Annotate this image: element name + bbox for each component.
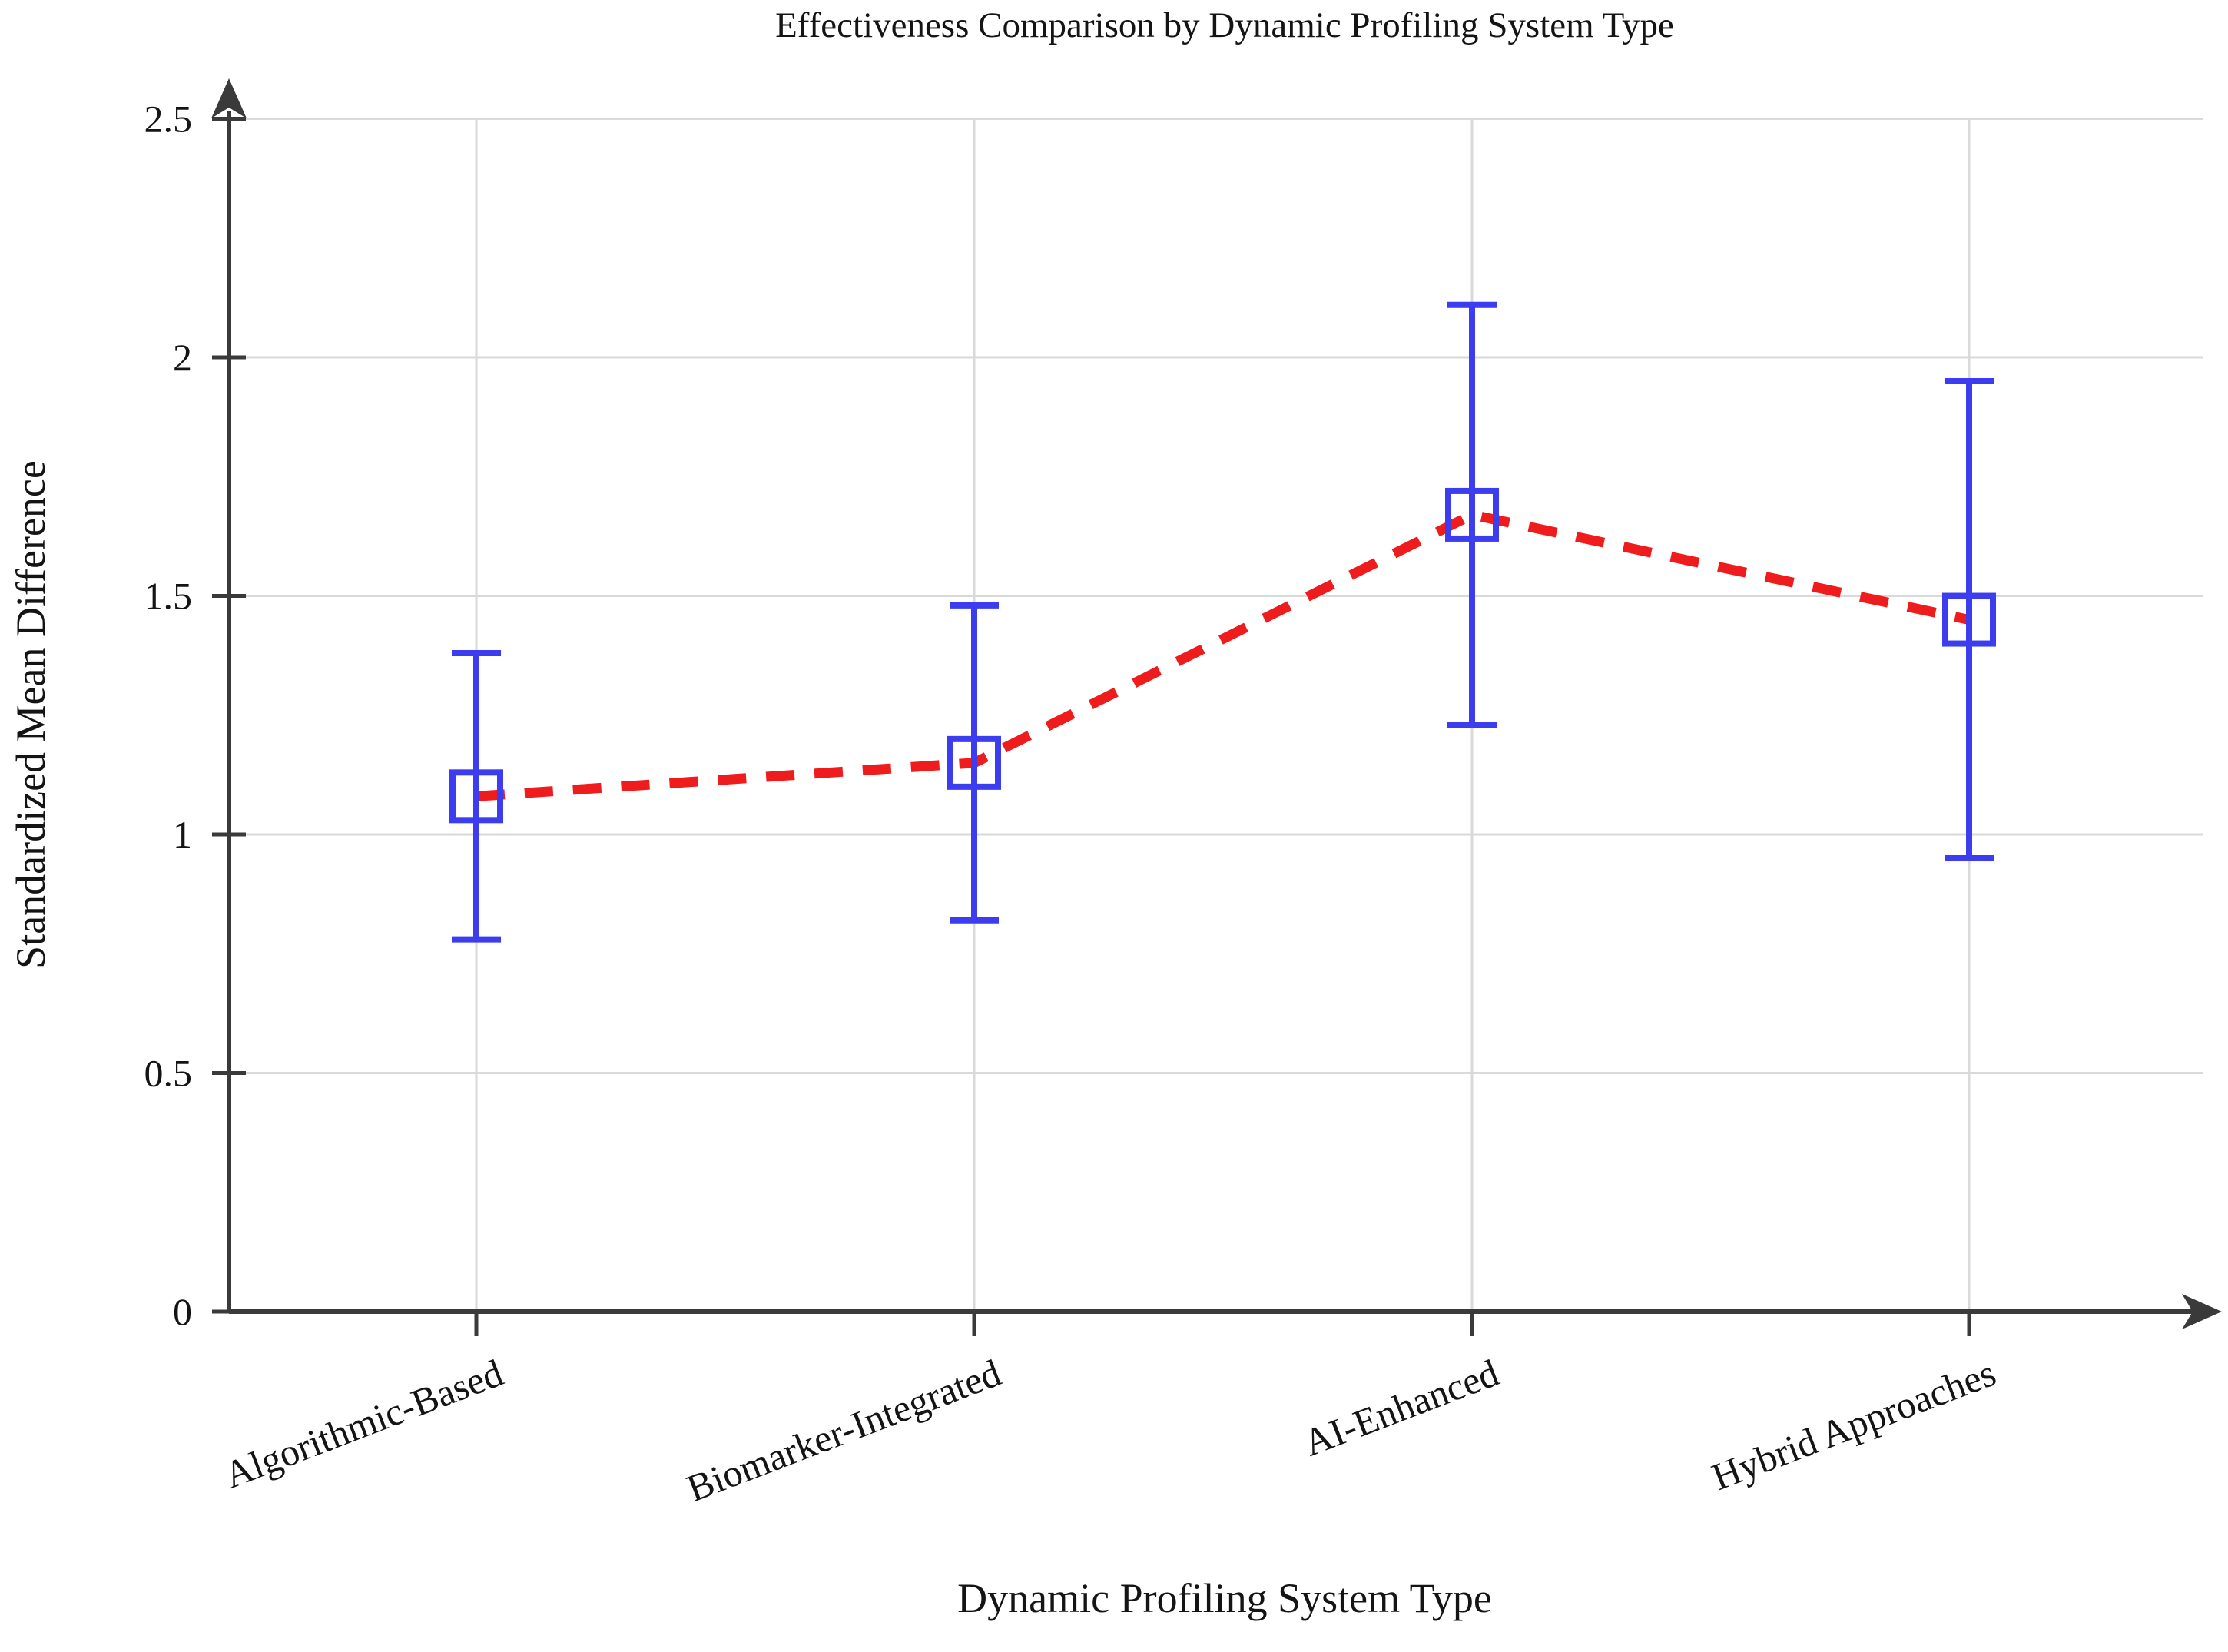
y-axis-label: Standardized Mean Difference (8, 460, 54, 969)
x-tick-label-algorithmic-based: Algorithmic-Based (218, 1351, 509, 1497)
x-tick-label-biomarker-integrated: Biomarker-Integrated (681, 1351, 1006, 1510)
data-point-algorithmic-based (449, 769, 503, 824)
x-axis-label: Dynamic Profiling System Type (957, 1575, 1492, 1621)
x-tick-labels: Algorithmic-Based Biomarker-Integrated AI-… (218, 1351, 2001, 1510)
x-tick-label-hybrid-approaches: Hybrid Approaches (1706, 1351, 2001, 1498)
y-tick-label-0: 0 (173, 1290, 192, 1333)
horizontal-gridlines (229, 118, 2203, 1074)
error-bar-hybrid-approaches (1945, 378, 1994, 862)
x-axis-arrow (2182, 1294, 2222, 1329)
vertical-gridlines (475, 119, 1971, 1312)
y-axis-arrow (211, 78, 247, 118)
y-tick-label-1: 1 (173, 813, 192, 856)
error-bar-biomarker-integrated (950, 602, 999, 924)
error-bars-layer (452, 301, 1994, 943)
y-tick-labels: 0 0.5 1 1.5 2 2.5 (144, 98, 193, 1334)
x-tick-label-ai-enhanced: AI-Enhanced (1298, 1351, 1504, 1465)
data-point-ai-enhanced (1445, 487, 1499, 542)
error-bar-ai-enhanced (1447, 301, 1497, 728)
y-tick-label-0.5: 0.5 (144, 1052, 193, 1095)
data-point-hybrid-approaches (1942, 592, 1996, 647)
smd-trend-line (476, 509, 1971, 801)
axes (211, 78, 2222, 1329)
y-tick-label-2: 2 (173, 336, 192, 379)
axis-ticks (212, 117, 1971, 1336)
chart-title: Effectiveness Comparison by Dynamic Prof… (775, 5, 1674, 45)
error-bar-algorithmic-based (452, 650, 501, 943)
data-point-biomarker-integrated (947, 735, 1001, 790)
y-tick-label-2.5: 2.5 (144, 98, 193, 141)
data-markers-layer (449, 487, 1996, 824)
y-tick-label-1.5: 1.5 (144, 575, 193, 618)
trend-line-layer (476, 509, 1971, 801)
